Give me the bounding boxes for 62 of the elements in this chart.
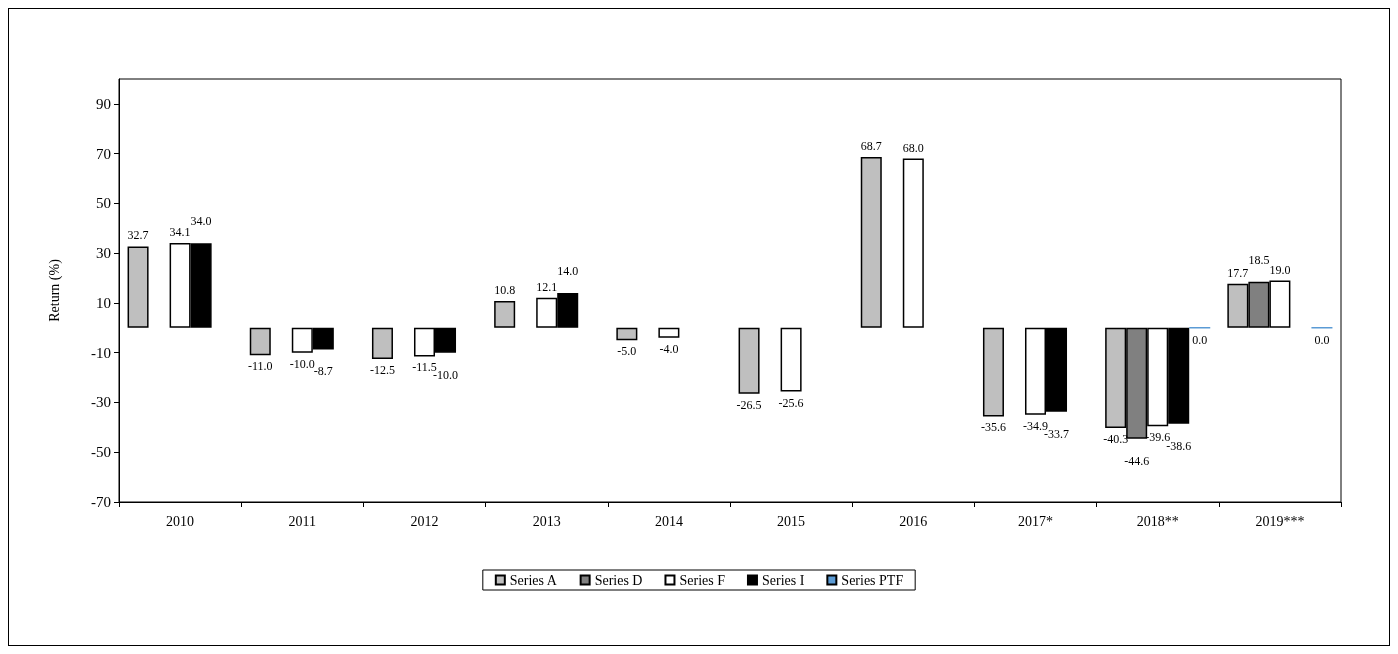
y-tick-label: 70	[96, 145, 111, 162]
bar	[494, 300, 516, 328]
data-label: -12.5	[369, 362, 395, 377]
data-label: 34.1	[169, 224, 191, 239]
y-tick-label: -70	[91, 494, 111, 510]
y-tick-label: -50	[91, 444, 111, 461]
legend-label: Series A	[509, 572, 558, 588]
data-label: -39.6	[1145, 430, 1171, 445]
data-label: -5.0	[617, 344, 637, 359]
legend-label: Series D	[594, 572, 643, 588]
data-label: -11.0	[247, 359, 273, 374]
data-label: 34.0	[190, 214, 212, 229]
data-label: 68.7	[860, 138, 882, 153]
data-label: -25.6	[778, 395, 804, 410]
y-tick-label: 30	[96, 245, 111, 262]
x-tick-label: 2013	[532, 513, 561, 529]
data-label: -34.9	[1023, 418, 1048, 433]
data-label: -40.3	[1103, 432, 1129, 447]
bar	[982, 327, 1004, 417]
legend-label: Series F	[679, 572, 726, 588]
x-tick-label: 2014	[654, 513, 683, 529]
data-label: 18.5	[1248, 252, 1270, 267]
data-label: 32.7	[127, 228, 149, 243]
bar	[780, 327, 802, 392]
x-tick-label: 2011	[288, 513, 317, 529]
data-label: -10.0	[289, 356, 315, 371]
data-label: 10.8	[494, 282, 516, 297]
x-tick-label: 2010	[166, 513, 195, 529]
y-tick-label: -30	[91, 394, 111, 411]
data-label: 14.0	[557, 263, 579, 278]
y-tick-label: 10	[96, 294, 111, 311]
data-label: -44.6	[1124, 453, 1150, 468]
y-axis-title: Return (%)	[46, 258, 63, 322]
legend-label: Series I	[761, 572, 805, 588]
data-label: 0.0	[1192, 332, 1208, 347]
bar	[371, 327, 393, 359]
x-tick-label: 2012	[410, 513, 439, 529]
data-label: -35.6	[980, 420, 1006, 435]
x-tick-label: 2018**	[1136, 513, 1179, 529]
bar	[860, 156, 882, 328]
legend-label: Series PTF	[841, 572, 904, 588]
x-tick-label: 2017*	[1018, 513, 1053, 529]
y-tick-label: 50	[96, 195, 111, 212]
bar	[127, 246, 149, 328]
bar	[658, 327, 680, 338]
x-tick-label: 2019***	[1255, 513, 1305, 529]
data-label: -4.0	[659, 341, 679, 356]
bar	[902, 158, 924, 328]
data-label: 12.1	[536, 279, 558, 294]
bar	[249, 327, 271, 356]
data-label: 17.7	[1227, 265, 1249, 280]
data-label: -26.5	[736, 397, 762, 412]
data-label: -11.5	[412, 360, 437, 375]
data-label: 68.0	[902, 140, 924, 155]
bar	[616, 327, 638, 341]
x-tick-label: 2016	[899, 513, 928, 529]
data-label: 0.0	[1314, 332, 1330, 347]
data-label: 19.0	[1269, 262, 1291, 277]
x-tick-label: 2015	[777, 513, 806, 529]
bar	[738, 327, 760, 394]
y-tick-label: 90	[96, 95, 111, 112]
y-tick-label: -10	[91, 344, 111, 361]
